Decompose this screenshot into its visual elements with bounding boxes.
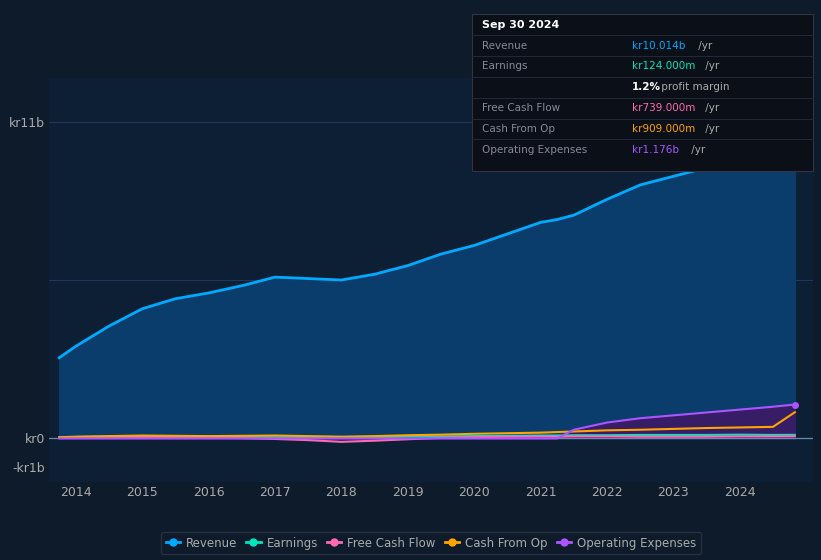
- Text: Cash From Op: Cash From Op: [482, 124, 555, 134]
- Text: Earnings: Earnings: [482, 62, 527, 72]
- Text: /yr: /yr: [702, 124, 719, 134]
- Text: kr739.000m: kr739.000m: [632, 103, 695, 113]
- Text: /yr: /yr: [702, 62, 719, 72]
- Text: /yr: /yr: [702, 103, 719, 113]
- Text: kr124.000m: kr124.000m: [632, 62, 695, 72]
- Text: Sep 30 2024: Sep 30 2024: [482, 20, 559, 30]
- Text: /yr: /yr: [688, 145, 705, 155]
- Text: kr10.014b: kr10.014b: [632, 40, 686, 50]
- Text: Operating Expenses: Operating Expenses: [482, 145, 587, 155]
- Text: Revenue: Revenue: [482, 40, 527, 50]
- Legend: Revenue, Earnings, Free Cash Flow, Cash From Op, Operating Expenses: Revenue, Earnings, Free Cash Flow, Cash …: [161, 532, 701, 554]
- Text: 1.2%: 1.2%: [632, 82, 661, 92]
- Text: profit margin: profit margin: [658, 82, 730, 92]
- Text: Free Cash Flow: Free Cash Flow: [482, 103, 560, 113]
- Text: kr909.000m: kr909.000m: [632, 124, 695, 134]
- Text: /yr: /yr: [695, 40, 713, 50]
- Text: kr1.176b: kr1.176b: [632, 145, 679, 155]
